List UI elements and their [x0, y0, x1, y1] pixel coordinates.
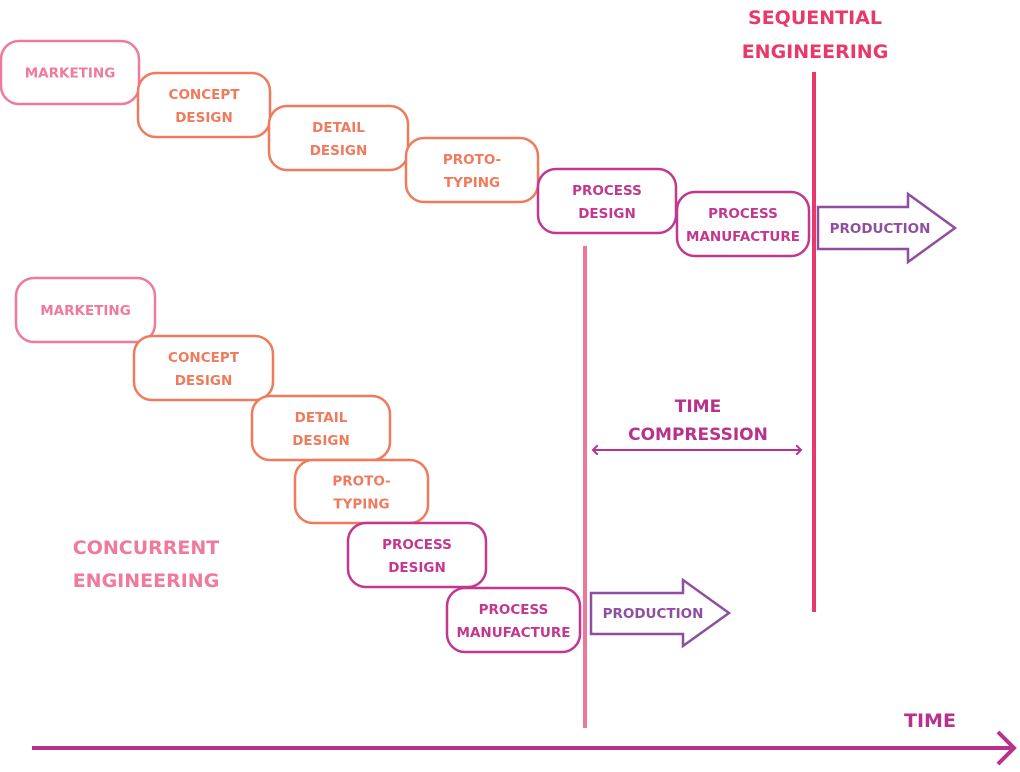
stage-box [293, 458, 430, 525]
stage-label: DESIGN [175, 110, 233, 126]
sequential-production-label: PRODUCTION [830, 221, 931, 237]
stage-label: MARKETING [25, 66, 116, 82]
stage-label: PROCESS [382, 537, 452, 553]
time-axis-arrowhead [996, 730, 1017, 766]
concurrent-title-2: ENGINEERING [73, 570, 220, 592]
stage-box [536, 167, 678, 235]
stage-box [445, 586, 582, 654]
concurrent-stage-process-design: PROCESS DESIGN [346, 521, 488, 589]
stage-box [404, 136, 540, 204]
stage-label: PROCESS [572, 183, 642, 199]
sequential-title-1: SEQUENTIAL [748, 7, 882, 29]
sequential-stage-detail-design: DETAIL DESIGN [267, 104, 410, 172]
concurrent-stage-prototyping: PROTO- TYPING [293, 458, 430, 525]
stage-label: MANUFACTURE [457, 625, 571, 641]
time-compression-label-2: COMPRESSION [628, 425, 768, 445]
stage-box [675, 190, 811, 258]
stage-label: DESIGN [175, 373, 233, 389]
stage-label: MANUFACTURE [686, 229, 800, 245]
time-axis-label: TIME [904, 710, 956, 732]
concurrent-stage-detail-design: DETAIL DESIGN [250, 394, 392, 462]
stage-label: CONCEPT [168, 350, 240, 366]
stage-label: DETAIL [312, 120, 365, 136]
stage-label: PROTO- [332, 474, 390, 490]
sequential-stage-marketing: MARKETING [0, 39, 141, 106]
stage-box [346, 521, 488, 589]
concurrent-stage-marketing: MARKETING [14, 276, 157, 344]
stage-label: DESIGN [292, 433, 350, 449]
time-compression-label-1: TIME [675, 397, 721, 417]
stage-label: DESIGN [388, 560, 446, 576]
stage-label: DESIGN [310, 143, 368, 159]
stage-box [136, 71, 272, 139]
stage-label: PROCESS [479, 602, 549, 618]
concurrent-stage-process-manufacture: PROCESS MANUFACTURE [445, 586, 582, 654]
sequential-title-2: ENGINEERING [742, 41, 889, 63]
concurrent-title-1: CONCURRENT [73, 537, 220, 559]
stage-box [267, 104, 410, 172]
stage-label: PROCESS [708, 206, 778, 222]
sequential-stage-process-manufacture: PROCESS MANUFACTURE [675, 190, 811, 258]
concurrent-production-label: PRODUCTION [603, 606, 704, 622]
sequential-stage-concept-design: CONCEPT DESIGN [136, 71, 272, 139]
stage-label: TYPING [444, 175, 500, 191]
stage-label: MARKETING [40, 303, 131, 319]
stage-label: TYPING [333, 497, 389, 513]
concurrent-stages: MARKETING CONCEPT DESIGN DETAIL DESIGN PROTO-… [14, 276, 582, 654]
stage-label: CONCEPT [169, 87, 241, 103]
stage-box [0, 39, 141, 106]
sequential-stages: MARKETING CONCEPT DESIGN DETAIL DESIGN PROTO-… [0, 39, 811, 258]
concurrent-production-arrow: PRODUCTION [589, 577, 732, 649]
sequential-production-arrow: PRODUCTION [816, 191, 958, 265]
stage-label: DESIGN [578, 206, 636, 222]
stage-box [132, 334, 275, 402]
stage-box [250, 394, 392, 462]
stage-box [14, 276, 157, 344]
sequential-stage-prototyping: PROTO- TYPING [404, 136, 540, 204]
concurrent-stage-concept-design: CONCEPT DESIGN [132, 334, 275, 402]
stage-label: DETAIL [295, 410, 348, 426]
sequential-stage-process-design: PROCESS DESIGN [536, 167, 678, 235]
stage-label: PROTO- [443, 152, 501, 168]
